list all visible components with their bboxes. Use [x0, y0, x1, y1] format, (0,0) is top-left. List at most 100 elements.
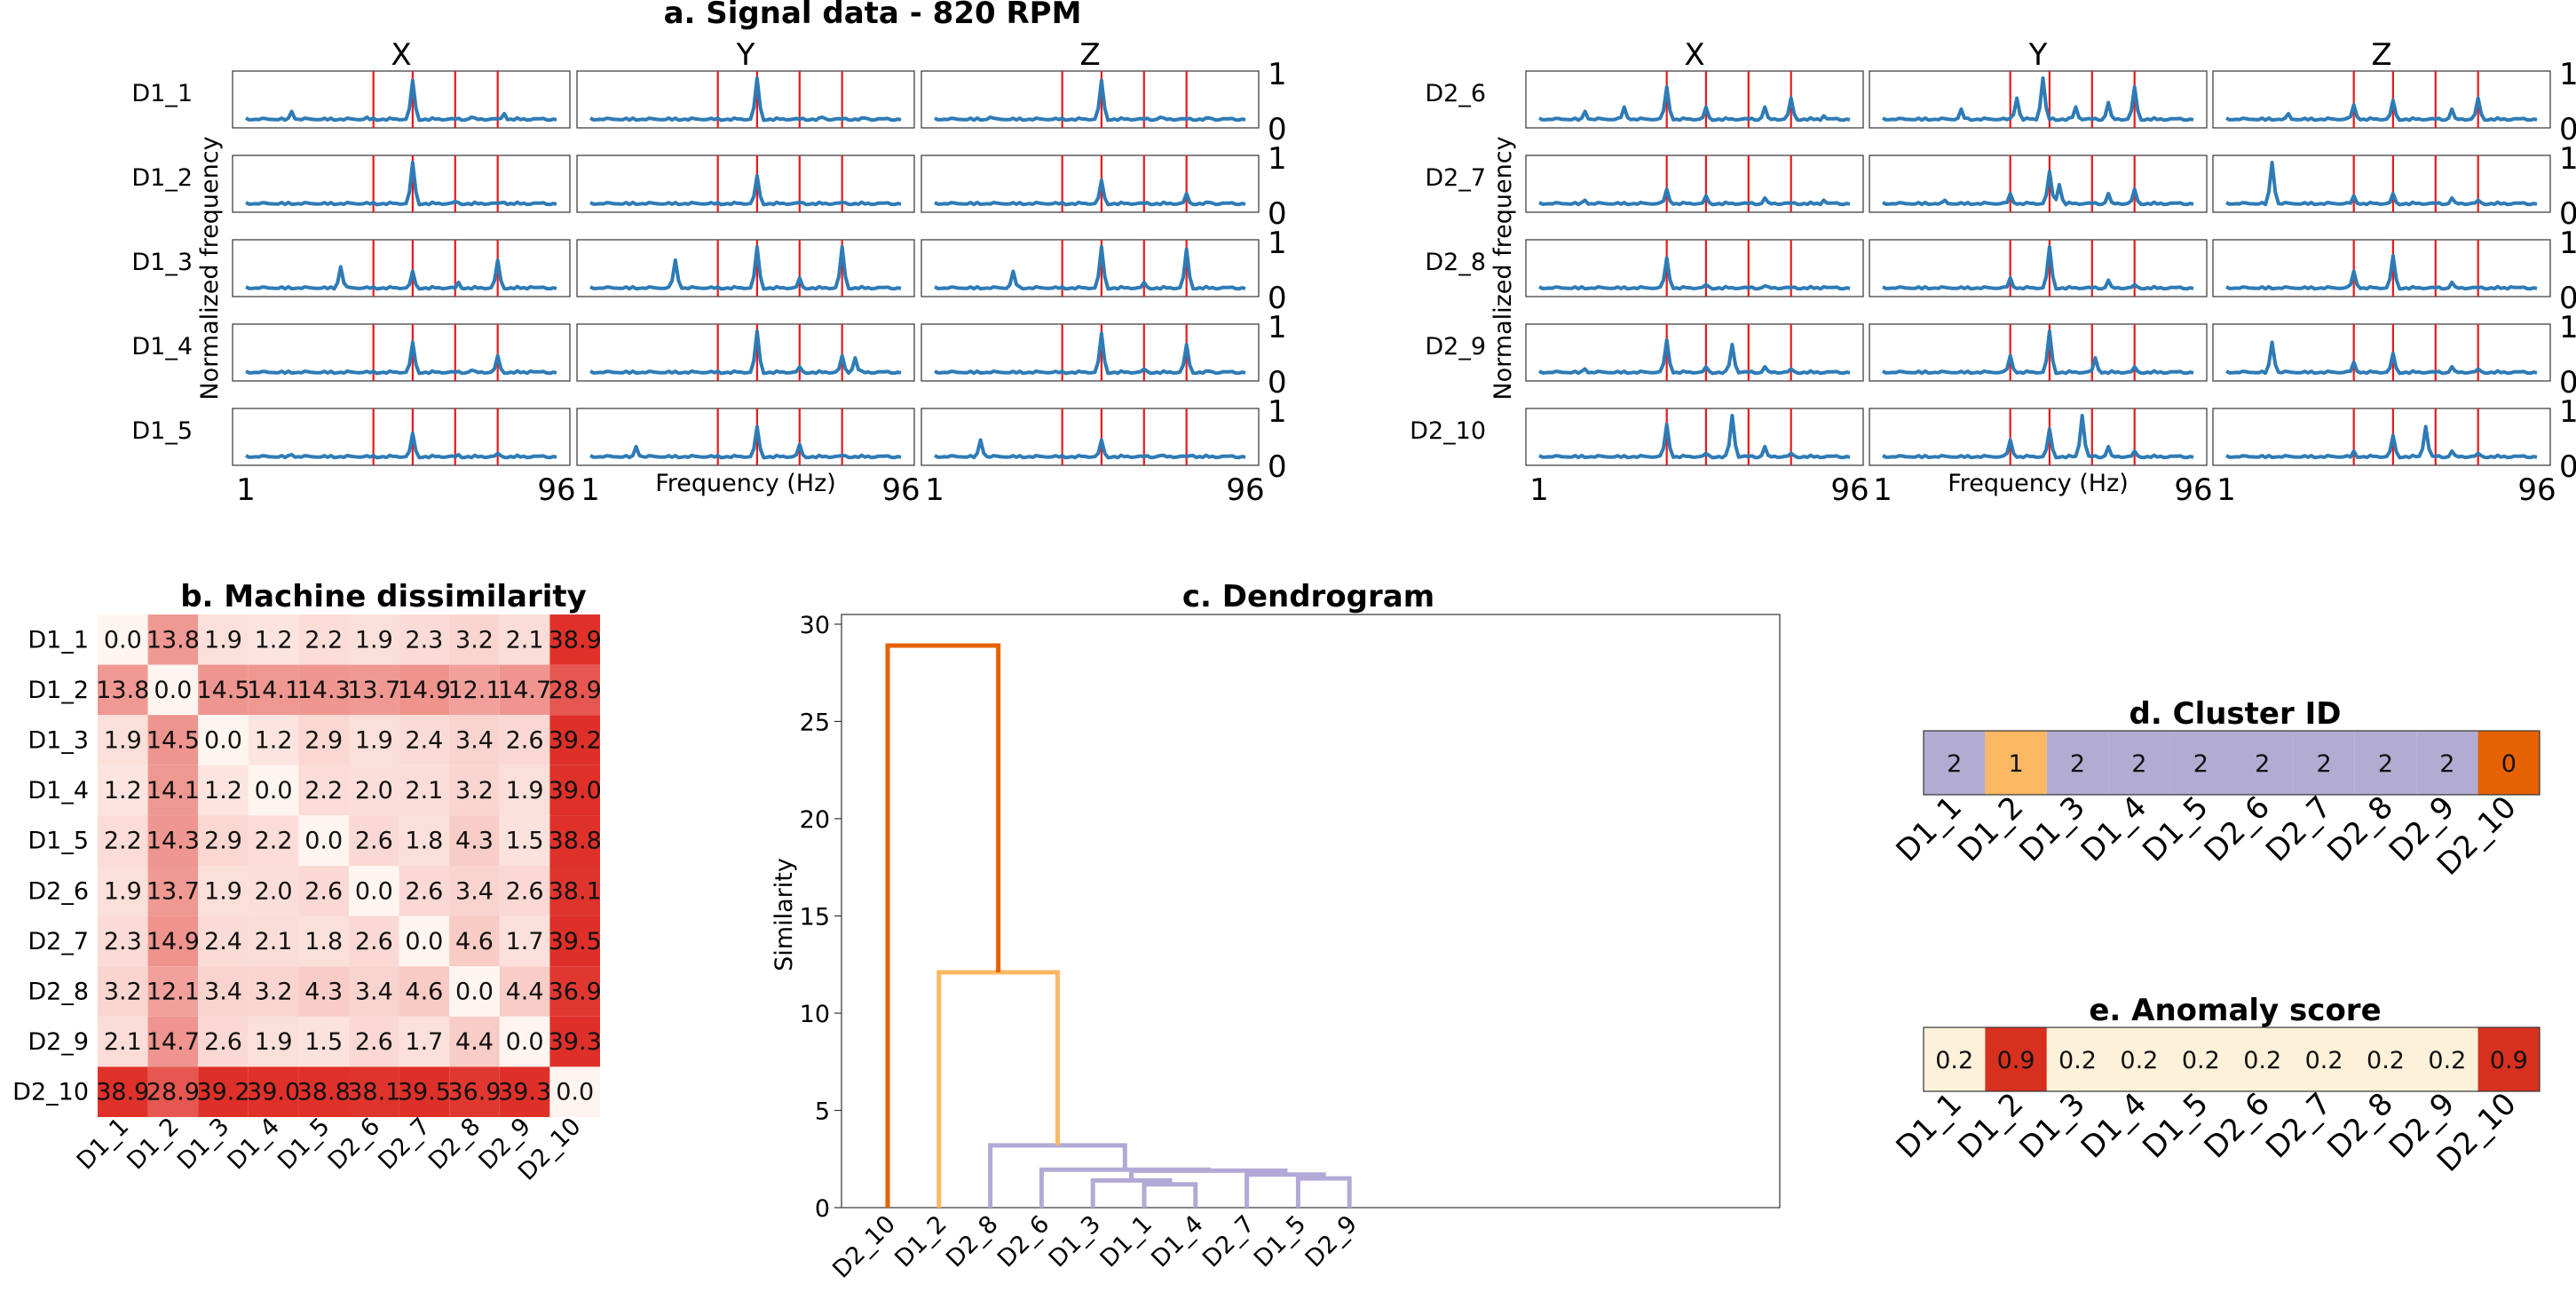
matrix-cell	[549, 765, 600, 816]
leaf-label: D2_6	[992, 1210, 1055, 1272]
matrix-cell-value: 2.6	[204, 1028, 242, 1056]
strip-label: D1_1	[1890, 1086, 1969, 1165]
matrix-cell-value: 3.2	[455, 626, 494, 654]
signal-spectrum-line	[1538, 256, 1851, 291]
anomaly-cell-value: 0.2	[2367, 1047, 2405, 1074]
matrix-cell-value: 1.5	[506, 828, 544, 855]
matrix-cell-value: 4.4	[506, 979, 544, 1006]
matrix-cell	[349, 966, 399, 1017]
matrix-cell-value: 1.2	[104, 777, 142, 805]
dendrogram-link	[1090, 1177, 1173, 1208]
cluster-cell	[1985, 731, 2047, 795]
x-tick-label: 96	[2517, 472, 2556, 508]
leaf-label: D1_1	[1094, 1210, 1157, 1272]
matrix-cell	[248, 915, 299, 967]
matrix-row-label: D1_4	[28, 777, 89, 805]
strip-label: D1_5	[2136, 789, 2215, 868]
matrix-cell	[248, 664, 299, 716]
signal-panel-frame	[576, 408, 915, 466]
strip-label: D2_7	[2259, 1086, 2338, 1165]
signal-spectrum-line	[1538, 187, 1851, 207]
y-tick-label: 1	[1268, 57, 1287, 92]
matrix-cell	[147, 815, 199, 866]
matrix-cell-value: 14.3	[146, 828, 200, 855]
matrix-cell	[399, 815, 450, 866]
leaf-label: D1_2	[889, 1210, 952, 1272]
signal-panel-frame	[2212, 70, 2551, 129]
leaf-label: D2_10	[827, 1210, 901, 1284]
matrix-cell	[248, 715, 299, 765]
matrix-cell-value: 3.2	[455, 777, 494, 805]
matrix-cell	[449, 966, 500, 1017]
matrix-cell-value: 4.6	[455, 928, 494, 955]
y-tick-label: 0	[1268, 365, 1287, 400]
matrix-cell-value: 0.0	[304, 828, 343, 855]
anomaly-cell-value: 0.2	[1935, 1047, 1973, 1074]
matrix-row-label: D2_7	[28, 928, 89, 955]
signal-panel-frame	[921, 70, 1260, 129]
matrix-cell	[298, 966, 349, 1017]
dendrogram-link	[1142, 1182, 1198, 1208]
anomaly-cell-value: 0.9	[2490, 1047, 2528, 1074]
matrix-cell-value: 3.4	[355, 979, 393, 1006]
matrix-cell-value: 1.9	[204, 626, 242, 654]
signal-panel-frame	[921, 155, 1260, 213]
y-tick-label: 1	[1268, 226, 1287, 261]
matrix-cell-value: 2.9	[304, 727, 343, 755]
matrix-row-label: D1_5	[28, 828, 89, 855]
matrix-cell-value: 1.9	[355, 626, 393, 654]
anomaly-cell	[2293, 1027, 2355, 1091]
signal-panel-frame	[1525, 323, 1864, 382]
matrix-cell-value: 2.6	[355, 828, 393, 855]
matrix-cell-value: 1.2	[255, 626, 293, 654]
matrix-cell	[147, 715, 199, 765]
x-tick-label: 96	[1226, 472, 1264, 508]
y-tick-label: 1	[2559, 394, 2576, 430]
x-tick-label: 96	[881, 472, 920, 508]
signal-spectrum-line	[245, 258, 557, 291]
matrix-cell	[98, 815, 148, 866]
strip-label: D2_7	[2259, 789, 2338, 868]
signal-spectrum-line	[934, 245, 1246, 291]
axis-title-y: Y	[2028, 37, 2048, 73]
matrix-cell	[399, 1066, 450, 1117]
cluster-cell-value: 2	[1947, 750, 1962, 778]
matrix-cell-value: 1.9	[104, 727, 142, 755]
signal-panel-frame	[1869, 408, 2208, 466]
matrix-cell	[449, 1066, 500, 1117]
signal-panel-frame	[2212, 323, 2551, 382]
anomaly-cell	[2169, 1027, 2232, 1091]
matrix-cell	[449, 915, 500, 967]
matrix-cell-value: 2.6	[355, 1028, 393, 1056]
signal-spectrum-line	[2225, 254, 2538, 291]
matrix-row-label: D2_10	[12, 1079, 89, 1106]
matrix-cell-value: 1.8	[304, 928, 343, 955]
matrix-cell-value: 1.9	[355, 727, 393, 755]
anomaly-score-strip: 0.2 0.9 0.2 0.2 0.2 0.2 0.2 0.2 0.2 0.9D1_1D1_2D1…	[1890, 1026, 2540, 1179]
matrix-cell-value: 36.9	[447, 1079, 501, 1106]
machine-label: D2_6	[1425, 80, 1486, 107]
signal-spectrum-line	[1882, 329, 2194, 376]
strip-label: D1_2	[1951, 1086, 2030, 1165]
matrix-cell	[349, 765, 399, 816]
dendrogram: 051015202530D2_10D1_2D2_8D2_6D1_3D1_1D1_…	[800, 612, 1781, 1284]
signal-spectrum-line	[245, 340, 557, 376]
anomaly-cell-value: 0.2	[2058, 1047, 2097, 1074]
matrix-col-label: D2_8	[423, 1113, 486, 1175]
matrix-cell	[549, 866, 600, 916]
signal-panel-frame	[1525, 155, 1864, 213]
matrix-cell	[449, 715, 500, 765]
matrix-cell	[399, 915, 450, 967]
anomaly-title: e. Anomaly score	[2089, 993, 2381, 1028]
signal-spectrum-line	[589, 174, 902, 207]
matrix-cell	[499, 715, 550, 765]
signal-panel-frame	[1525, 70, 1864, 129]
signal-panel-frame	[2212, 408, 2551, 466]
matrix-cell	[298, 1016, 349, 1067]
signal-panel-frame	[576, 155, 915, 213]
anomaly-cell	[2108, 1027, 2170, 1091]
matrix-cell-value: 0.0	[154, 677, 192, 704]
matrix-cell	[449, 664, 500, 716]
x-tick-label: 1	[1529, 472, 1549, 508]
